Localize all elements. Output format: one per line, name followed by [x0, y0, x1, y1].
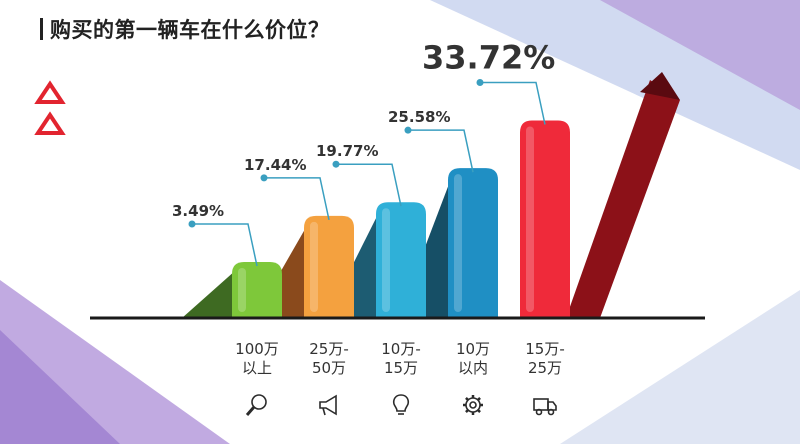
triangle-deco-icon — [34, 111, 66, 135]
category-label: 15万- 25万 — [510, 340, 580, 378]
leader-line — [480, 81, 546, 125]
magnifier-icon — [245, 394, 267, 416]
page-title: 购买的第一辆车在什么价位？ — [40, 14, 330, 44]
value-label: 3.49% — [172, 202, 224, 220]
category-label-line2: 15万 — [383, 359, 419, 377]
bar-highlight — [454, 174, 462, 312]
leader-dot — [332, 160, 340, 168]
bar — [448, 168, 498, 318]
value-label: 17.44% — [244, 156, 306, 174]
category-label-line2: 以上 — [241, 359, 272, 377]
category-label-line1: 25万- — [309, 340, 349, 358]
lightbulb-icon — [392, 394, 410, 415]
leader-dot — [404, 126, 412, 134]
truck-icon — [533, 398, 557, 416]
category-label-line2: 50万 — [311, 359, 347, 377]
bar — [232, 262, 282, 318]
title-marker — [40, 18, 43, 40]
category-label: 100万 以上 — [222, 340, 292, 378]
category-label-line2: 以内 — [457, 359, 488, 377]
bar-highlight — [382, 208, 390, 312]
leader-line — [408, 129, 474, 173]
category-label: 25万- 50万 — [294, 340, 364, 378]
bg-band-top-right-purple — [600, 0, 800, 110]
category-label-line1: 10万- — [381, 340, 421, 358]
leader-line — [336, 163, 402, 207]
bar-highlight — [310, 221, 318, 312]
category-label-line2: 25万 — [527, 359, 563, 377]
bar — [520, 120, 570, 318]
triangle-deco-icon — [34, 80, 66, 104]
bar — [376, 202, 426, 318]
leader-line — [264, 177, 330, 221]
leader-dot — [476, 78, 484, 86]
value-label: 25.58% — [388, 108, 450, 126]
value-label: 33.72% — [422, 38, 555, 76]
value-label: 19.77% — [316, 142, 378, 160]
arrow-tip — [640, 72, 680, 100]
bar-shadow — [566, 80, 680, 318]
bar-highlight — [238, 268, 246, 312]
gear-icon — [463, 395, 483, 415]
title-text: 购买的第一辆车在什么价位？ — [50, 18, 330, 42]
category-label-line1: 15万- — [525, 340, 565, 358]
bg-band-bottom-left-light — [0, 330, 120, 444]
megaphone-icon — [319, 394, 337, 416]
leader-line — [192, 223, 258, 267]
category-label-line1: 100万 — [235, 340, 279, 358]
bar — [304, 215, 354, 318]
bg-band-bottom-right — [560, 290, 800, 444]
category-label: 10万- 15万 — [366, 340, 436, 378]
bar-highlight — [526, 126, 534, 312]
leader-dot — [188, 220, 196, 228]
leader-dot — [260, 174, 268, 182]
category-label: 10万 以内 — [438, 340, 508, 378]
category-label-line1: 10万 — [455, 340, 491, 358]
